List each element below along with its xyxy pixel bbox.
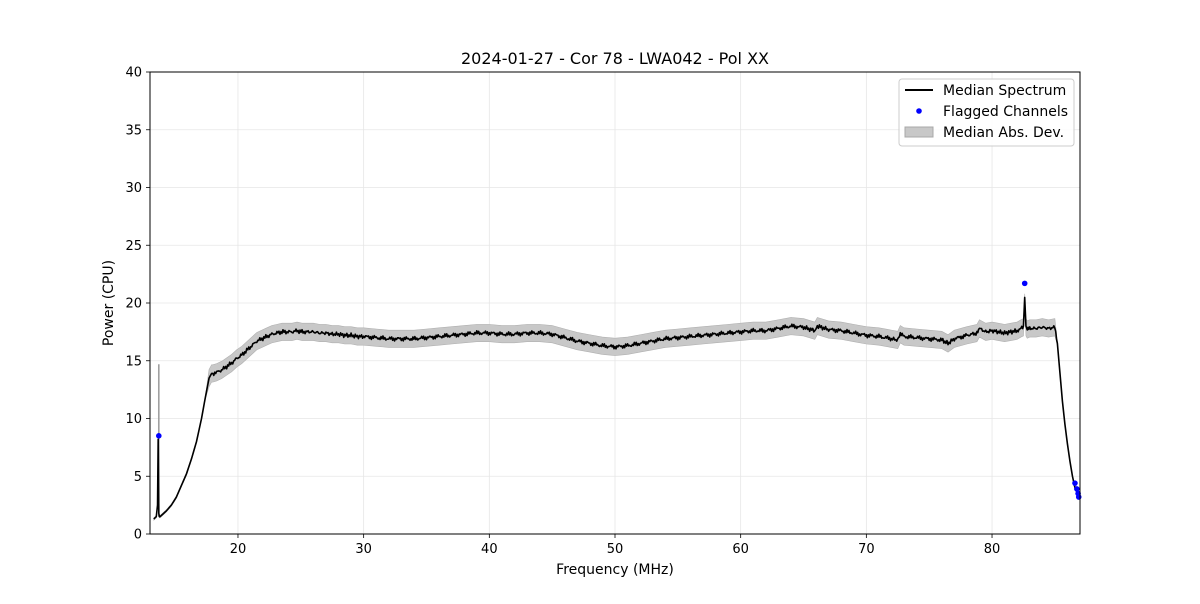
flagged-channel-point bbox=[1074, 486, 1080, 492]
flagged-channel-point bbox=[156, 433, 162, 439]
flagged-channel-point bbox=[1072, 480, 1078, 486]
legend: Median Spectrum Flagged Channels Median … bbox=[898, 78, 1075, 147]
x-tick-label: 70 bbox=[858, 542, 875, 557]
legend-median-label: Median Spectrum bbox=[943, 83, 1066, 99]
x-tick-label: 80 bbox=[984, 542, 1001, 557]
median-spectrum-line bbox=[153, 296, 1080, 520]
x-tick-label: 50 bbox=[607, 542, 624, 557]
legend-mad-swatch bbox=[904, 126, 934, 138]
y-axis: 0 5 10 15 20 25 30 35 40 bbox=[125, 66, 150, 543]
median-line-layer bbox=[153, 296, 1080, 520]
y-axis-label: Power (CPU) bbox=[101, 260, 117, 346]
flagged-channel-point bbox=[1075, 494, 1082, 500]
x-tick-label: 20 bbox=[230, 542, 247, 557]
legend-mad-label: Median Abs. Dev. bbox=[943, 125, 1064, 141]
x-tick-label: 40 bbox=[481, 542, 498, 557]
legend-box bbox=[898, 78, 1075, 147]
y-tick-label: 25 bbox=[125, 239, 142, 254]
y-tick-label: 10 bbox=[125, 412, 142, 427]
y-tick-label: 0 bbox=[134, 528, 142, 543]
legend-flagged-swatch bbox=[916, 108, 922, 114]
y-tick-label: 5 bbox=[134, 470, 142, 485]
y-tick-label: 40 bbox=[125, 66, 142, 81]
x-tick-label: 30 bbox=[355, 542, 372, 557]
flagged-channel-point bbox=[1021, 280, 1028, 287]
y-tick-label: 20 bbox=[125, 297, 142, 312]
legend-flagged-label: Flagged Channels bbox=[943, 104, 1068, 120]
mad-band bbox=[153, 293, 1080, 521]
y-tick-label: 35 bbox=[125, 123, 142, 138]
x-axis: 20 30 40 50 60 70 80 bbox=[230, 534, 1001, 557]
y-tick-label: 30 bbox=[125, 181, 142, 196]
y-tick-label: 15 bbox=[125, 354, 142, 369]
chart-title: 2024-01-27 - Cor 78 - LWA042 - Pol XX bbox=[461, 49, 769, 68]
x-axis-label: Frequency (MHz) bbox=[556, 562, 674, 578]
x-tick-label: 60 bbox=[732, 542, 749, 557]
